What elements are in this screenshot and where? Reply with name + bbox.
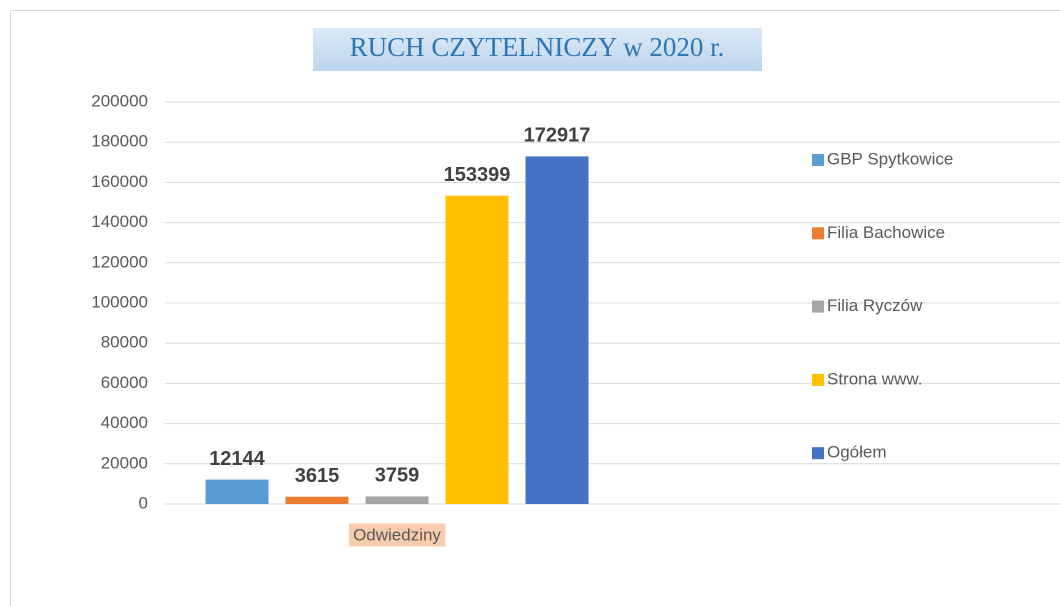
legend-label: Strona www. bbox=[827, 369, 922, 388]
legend-label: Ogółem bbox=[827, 443, 887, 462]
chart-title: RUCH CZYTELNICZY w 2020 r. bbox=[350, 32, 725, 62]
bar bbox=[205, 479, 269, 504]
data-label: 12144 bbox=[209, 448, 265, 470]
data-label: 3615 bbox=[295, 465, 340, 487]
y-tick-label: 0 bbox=[139, 493, 148, 512]
x-tick-label: Odwiedziny bbox=[353, 525, 441, 544]
y-tick-label: 200000 bbox=[91, 91, 148, 110]
legend-swatch bbox=[812, 447, 824, 460]
y-tick-label: 20000 bbox=[101, 453, 148, 472]
bar bbox=[285, 496, 349, 504]
y-tick-label: 60000 bbox=[101, 373, 148, 392]
data-label: 172917 bbox=[524, 125, 591, 147]
y-tick-label: 100000 bbox=[91, 292, 148, 311]
legend-swatch bbox=[812, 373, 824, 386]
y-tick-label: 80000 bbox=[101, 333, 148, 352]
bar bbox=[525, 156, 589, 504]
legend-label: Filia Bachowice bbox=[827, 223, 945, 242]
legend-swatch bbox=[812, 227, 824, 240]
data-label: 3759 bbox=[375, 465, 420, 487]
y-tick-label: 140000 bbox=[91, 212, 148, 231]
y-tick-label: 120000 bbox=[91, 252, 148, 271]
legend-swatch bbox=[812, 300, 824, 313]
bar bbox=[445, 195, 509, 504]
legend-swatch bbox=[812, 154, 824, 166]
y-tick-label: 160000 bbox=[91, 172, 148, 191]
y-tick-label: 180000 bbox=[91, 132, 148, 151]
x-label-background bbox=[349, 523, 446, 547]
legend-label: Filia Ryczów bbox=[827, 296, 923, 315]
y-tick-label: 40000 bbox=[101, 413, 148, 432]
bar bbox=[365, 496, 429, 504]
title-background bbox=[313, 28, 762, 71]
legend-label: GBP Spytkowice bbox=[827, 149, 953, 168]
data-label: 153399 bbox=[444, 164, 511, 186]
